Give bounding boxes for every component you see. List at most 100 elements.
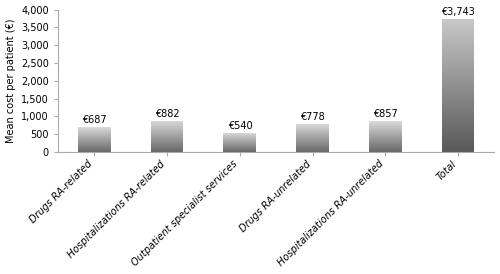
Bar <box>442 136 474 137</box>
Text: €857: €857 <box>373 109 398 119</box>
Bar <box>442 121 474 122</box>
Bar <box>442 97 474 98</box>
Bar <box>442 151 474 152</box>
Bar <box>442 34 474 35</box>
Bar <box>442 85 474 86</box>
Bar <box>442 72 474 73</box>
Bar <box>442 24 474 25</box>
Bar <box>442 74 474 75</box>
Bar <box>442 76 474 77</box>
Bar <box>442 146 474 147</box>
Text: €540: €540 <box>228 121 252 131</box>
Bar <box>442 95 474 96</box>
Bar <box>442 38 474 39</box>
Bar <box>442 68 474 69</box>
Bar <box>442 116 474 117</box>
Bar <box>442 127 474 128</box>
Bar <box>442 104 474 105</box>
Bar <box>442 129 474 130</box>
Bar <box>442 133 474 134</box>
Y-axis label: Mean cost per patient (€): Mean cost per patient (€) <box>6 18 16 143</box>
Bar <box>442 62 474 63</box>
Bar <box>442 67 474 68</box>
Bar <box>442 131 474 132</box>
Bar <box>442 128 474 129</box>
Text: €3,743: €3,743 <box>441 7 475 17</box>
Bar <box>442 69 474 70</box>
Bar <box>442 51 474 52</box>
Bar <box>442 135 474 136</box>
Bar <box>442 101 474 102</box>
Bar <box>442 45 474 46</box>
Bar <box>442 144 474 145</box>
Bar <box>442 55 474 56</box>
Bar <box>442 42 474 43</box>
Bar <box>442 58 474 59</box>
Bar <box>442 132 474 133</box>
Text: €687: €687 <box>82 116 106 125</box>
Bar <box>442 125 474 126</box>
Bar <box>442 134 474 135</box>
Bar <box>442 84 474 85</box>
Bar <box>442 142 474 143</box>
Bar <box>442 114 474 115</box>
Bar <box>442 23 474 24</box>
Bar <box>442 77 474 78</box>
Bar <box>442 100 474 101</box>
Bar <box>442 79 474 80</box>
Bar <box>442 130 474 131</box>
Bar <box>442 64 474 65</box>
Bar <box>442 138 474 139</box>
Bar <box>442 96 474 97</box>
Bar <box>442 119 474 120</box>
Bar <box>442 39 474 40</box>
Bar <box>442 75 474 76</box>
Bar <box>442 20 474 21</box>
Bar <box>442 98 474 99</box>
Bar <box>442 110 474 111</box>
Bar <box>442 117 474 118</box>
Bar <box>442 44 474 45</box>
Bar <box>442 41 474 42</box>
Bar <box>442 47 474 48</box>
Bar <box>442 108 474 109</box>
Bar <box>442 86 474 87</box>
Bar <box>442 53 474 54</box>
Bar <box>442 93 474 94</box>
Bar <box>442 43 474 44</box>
Bar <box>442 143 474 144</box>
Bar <box>442 111 474 112</box>
Bar <box>442 109 474 110</box>
Bar <box>442 113 474 114</box>
Bar <box>442 102 474 103</box>
Bar <box>442 105 474 106</box>
Bar <box>442 83 474 84</box>
Bar <box>442 48 474 49</box>
Bar <box>442 49 474 50</box>
Bar <box>442 137 474 138</box>
Bar <box>442 28 474 29</box>
Bar <box>442 91 474 92</box>
Bar <box>442 29 474 30</box>
Bar <box>442 150 474 151</box>
Bar <box>442 73 474 74</box>
Bar <box>442 90 474 91</box>
Bar <box>442 94 474 95</box>
Bar <box>442 87 474 88</box>
Bar <box>442 106 474 107</box>
Bar <box>442 60 474 61</box>
Bar <box>442 63 474 64</box>
Bar <box>442 70 474 71</box>
Bar <box>442 35 474 36</box>
Bar <box>442 112 474 113</box>
Bar <box>442 52 474 53</box>
Bar <box>442 103 474 104</box>
Text: €882: €882 <box>155 109 180 119</box>
Bar <box>442 149 474 150</box>
Bar <box>442 147 474 148</box>
Bar <box>442 122 474 123</box>
Bar <box>442 33 474 34</box>
Bar <box>442 89 474 90</box>
Bar <box>442 59 474 60</box>
Text: €778: €778 <box>300 112 325 122</box>
